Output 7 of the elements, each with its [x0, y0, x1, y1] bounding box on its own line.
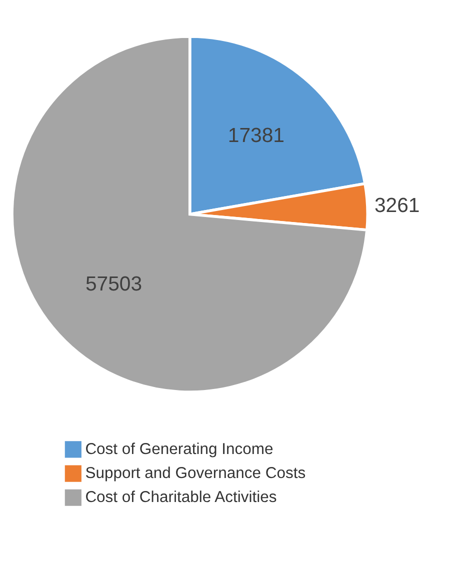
data-label: 17381 — [228, 124, 284, 147]
data-label: 57503 — [85, 273, 142, 296]
data-label: 3261 — [374, 194, 420, 217]
legend-label: Support and Governance Costs — [85, 465, 306, 482]
legend-label: Cost of Charitable Activities — [85, 489, 277, 506]
legend-label: Cost of Generating Income — [85, 441, 274, 458]
pie-slice — [10, 35, 368, 394]
